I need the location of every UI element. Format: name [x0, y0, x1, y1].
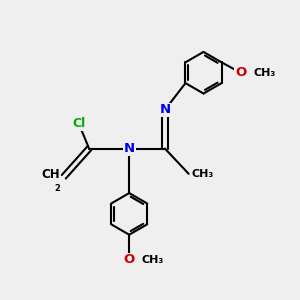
Text: N: N	[124, 142, 135, 155]
Text: O: O	[124, 254, 135, 266]
Text: CH: CH	[42, 168, 60, 181]
Text: CH₃: CH₃	[253, 68, 275, 78]
Text: Cl: Cl	[72, 117, 85, 130]
Text: O: O	[235, 66, 246, 79]
Text: CH₃: CH₃	[142, 255, 164, 265]
Text: CH₃: CH₃	[192, 169, 214, 179]
Text: N: N	[159, 103, 170, 116]
Text: 2: 2	[54, 184, 60, 193]
